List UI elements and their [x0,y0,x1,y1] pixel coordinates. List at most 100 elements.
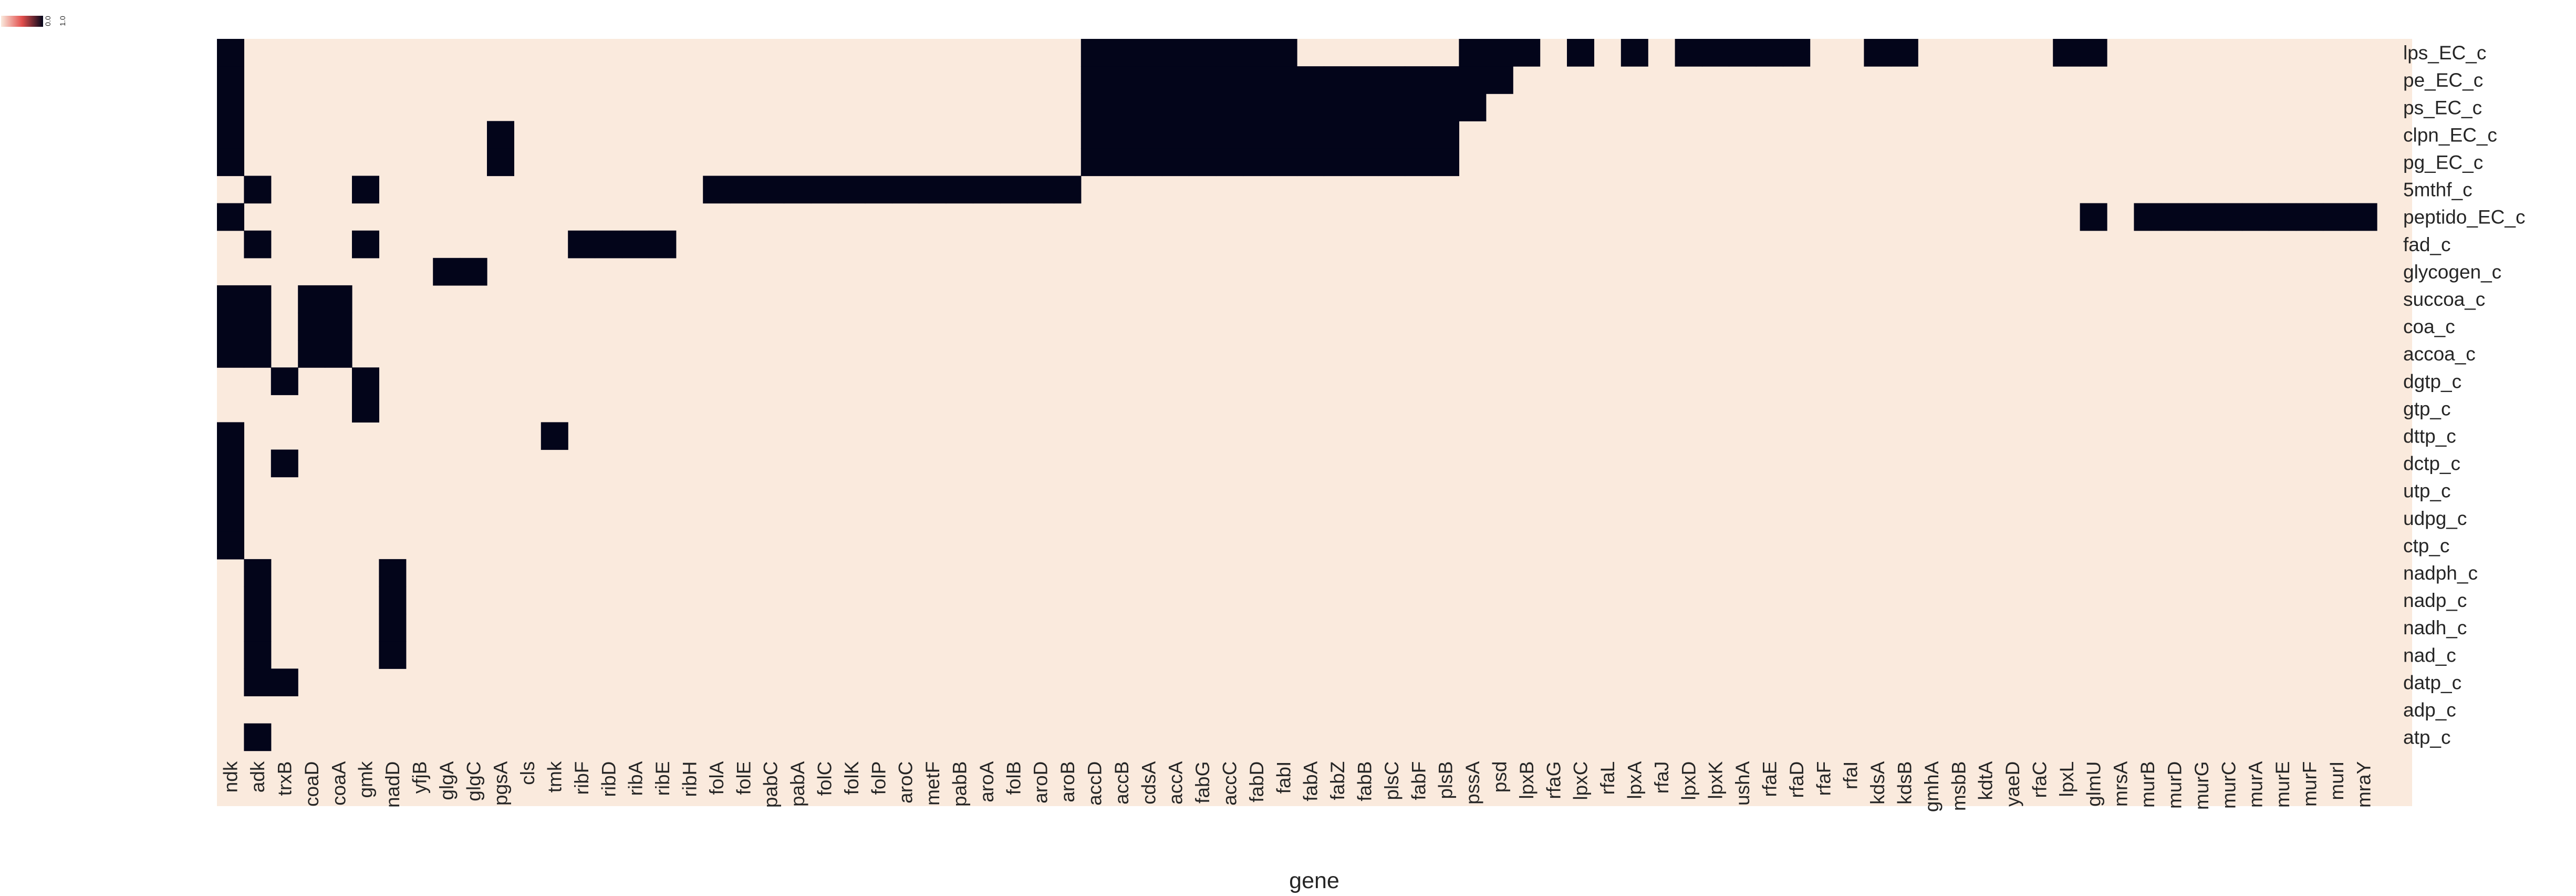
column-label: gmhA [1921,761,1943,812]
heatmap-cell-dttp_c-tmk [541,422,568,450]
column-label: coaD [301,761,323,807]
row-label: atp_c [2403,727,2451,748]
x-axis-label: gene [1289,868,1339,893]
column-label: accD [1084,761,1106,806]
heatmap-cell-5mthf_c-pabA [784,176,812,204]
heatmap-cell-pg_EC_c-accB [1108,148,1136,177]
column-label: aroC [895,761,917,804]
heatmap-cell-ps_EC_c-fabF [1405,94,1432,121]
colorbar-tick-label-1: 1.0 [58,16,67,26]
heatmap-cell-pe_EC_c-fabF [1405,66,1432,94]
heatmap-cell-5mthf_c-gmk [352,176,379,204]
heatmap-cell-clpn_EC_c-accD [1081,121,1108,149]
row-label: coa_c [2403,316,2455,337]
column-label: ribA [625,761,647,796]
column-label: murE [2272,761,2293,808]
heatmap-cell-ps_EC_c-fabZ [1324,94,1352,121]
heatmap-cell-5mthf_c-aroC [892,176,919,204]
column-label: aroB [1057,761,1078,802]
column-label: ribD [598,761,619,797]
heatmap-cell-5mthf_c-pabC [757,176,784,204]
column-label: ribH [679,761,701,797]
column-label: gmk [355,761,377,798]
row-label: clpn_EC_c [2403,124,2497,146]
heatmap-cell-clpn_EC_c-plsC [1378,121,1406,149]
column-label: murI [2326,761,2348,800]
heatmap-cell-pe_EC_c-accB [1108,66,1136,94]
heatmap-cell-ps_EC_c-fabB [1351,94,1378,121]
heatmap-cell-ps_EC_c-fabA [1297,94,1324,121]
heatmap-cell-coa_c-coaA [325,313,352,341]
heatmap-cell-lps_EC_c-fabD [1243,39,1271,67]
heatmap-cell-pg_EC_c-fabG [1189,148,1217,177]
heatmap-cell-clpn_EC_c-fabZ [1324,121,1352,149]
column-label: glmU [2083,761,2104,807]
column-label: murG [2191,761,2213,810]
column-label: pssA [1462,761,1483,805]
heatmap-cell-accoa_c-coaD [298,340,326,368]
heatmap-cell-pe_EC_c-psd [1486,66,1513,94]
column-label: fabF [1408,761,1429,800]
column-label: metF [922,761,943,806]
heatmap-cell-5mthf_c-aroB [1054,176,1082,204]
column-label: ribF [571,761,593,795]
heatmap-cell-lps_EC_c-kdsA [1864,39,1892,67]
row-label: lps_EC_c [2403,42,2486,64]
heatmap-cell-lps_EC_c-rfaD [1783,39,1811,67]
colorbar-gradient [1,16,43,27]
heatmap-cell-glycogen_c-glgA [433,258,461,286]
heatmap-cell-nad_c-adk [244,641,272,669]
heatmap-cell-lps_EC_c-accA [1162,39,1189,67]
heatmap-cell-ps_EC_c-accA [1162,94,1189,121]
heatmap-cell-nad_c-nadD [379,641,407,669]
heatmap-cell-clpn_EC_c-fabF [1405,121,1432,149]
heatmap-cell-ps_EC_c-fabI [1270,94,1297,121]
heatmap-cell-datp_c-adk [244,668,272,696]
column-label: cdsA [1138,761,1159,805]
column-label: accB [1111,761,1133,805]
column-label: fabA [1300,761,1322,801]
column-label: coaA [328,761,349,806]
heatmap-cell-ps_EC_c-fabG [1189,94,1217,121]
heatmap-cell-clpn_EC_c-fabD [1243,121,1271,149]
row-label: ps_EC_c [2403,97,2482,118]
heatmap-cell-peptido_EC_c-glmU [2080,203,2107,231]
row-label: nadh_c [2403,617,2467,638]
row-label: 5mthf_c [2403,179,2473,201]
column-label: folA [706,761,728,795]
column-label: murC [2218,761,2239,809]
column-label: murD [2164,761,2186,809]
heatmap-cell-peptido_EC_c-murF [2295,203,2323,231]
heatmap-cell-5mthf_c-folB [1000,176,1027,204]
column-label: ushA [1732,761,1753,806]
column-label: folK [841,761,863,795]
row-label: glycogen_c [2403,261,2501,283]
heatmap-cell-coa_c-adk [244,313,272,341]
heatmap-cell-clpn_EC_c-fabA [1297,121,1324,149]
column-label: fabD [1246,761,1268,802]
heatmap-cell-lps_EC_c-lpxC [1567,39,1594,67]
heatmap-cell-pe_EC_c-fabG [1189,66,1217,94]
heatmap-cell-fad_c-adk [244,230,272,259]
heatmap-cell-clpn_EC_c-fabB [1351,121,1378,149]
heatmap-cell-pg_EC_c-accC [1216,148,1243,177]
column-label: rfaG [1543,761,1564,799]
heatmap-cell-5mthf_c-folP [865,176,892,204]
row-label: utp_c [2403,480,2451,502]
column-label: rfaF [1813,761,1834,796]
column-label: glgC [463,761,484,801]
heatmap-cell-pe_EC_c-accC [1216,66,1243,94]
colorbar-tick-label-0: 0.0 [44,16,52,26]
column-label: aroD [1030,761,1052,804]
heatmap-cell-nadh_c-adk [244,614,272,642]
heatmap-cell-atp_c-adk [244,723,272,751]
heatmap-cell-pe_EC_c-cdsA [1135,66,1162,94]
column-label: lpxD [1678,761,1699,800]
heatmap-cell-lps_EC_c-accD [1081,39,1108,67]
heatmap-cell-pg_EC_c-fabZ [1324,148,1352,177]
heatmap-cell-pe_EC_c-fabB [1351,66,1378,94]
row-label: pg_EC_c [2403,151,2483,173]
heatmap-cell-lps_EC_c-fabI [1270,39,1297,67]
heatmap-cell-fad_c-ribD [595,230,622,259]
